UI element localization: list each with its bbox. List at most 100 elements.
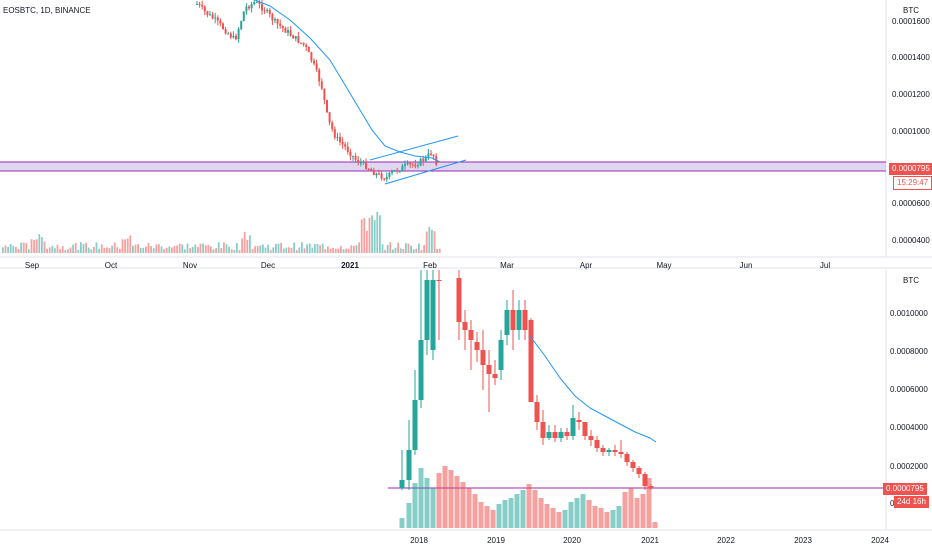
top-candle-body	[367, 168, 370, 170]
top-candle-body	[357, 159, 360, 163]
top-volume-bars	[2, 211, 441, 253]
top-month-label: May	[656, 261, 671, 270]
top-candle-body	[354, 156, 357, 160]
bottom-candle-body	[462, 322, 468, 330]
top-volume-bar	[389, 242, 392, 253]
top-volume-bar	[262, 244, 264, 253]
top-candle-body	[339, 137, 341, 142]
top-volume-bar	[220, 248, 223, 253]
bottom-last-price-badge: 0.0000795	[883, 483, 927, 495]
top-volume-bar	[321, 243, 324, 253]
top-volume-bar	[106, 247, 108, 253]
top-volume-bar	[35, 239, 38, 253]
top-candle-body	[232, 35, 235, 38]
top-volume-bar	[342, 249, 345, 253]
top-volume-bar	[212, 249, 215, 253]
top-volume-bar	[405, 243, 407, 253]
top-volume-bar	[48, 247, 51, 253]
bottom-candle-body	[412, 400, 418, 450]
bottom-volume-bars	[399, 466, 658, 528]
bottom-volume-bar	[628, 488, 634, 528]
bottom-price-tick: 0.0006000	[890, 385, 928, 394]
top-volume-bar	[163, 249, 165, 253]
top-volume-bar	[334, 248, 337, 253]
top-candle-body	[284, 28, 287, 33]
top-candle-body	[224, 29, 227, 34]
bottom-volume-bar	[418, 468, 424, 528]
top-volume-bar	[158, 244, 160, 253]
top-price-scale[interactable]: 0.0001600 0.0001400 0.0001200 0.0001000 0.00…	[892, 17, 930, 245]
top-volume-bar	[368, 217, 371, 253]
top-volume-bar	[129, 235, 132, 253]
top-volume-bar	[59, 249, 61, 253]
top-volume-bar	[301, 242, 303, 253]
bottom-candle-body	[498, 340, 504, 370]
top-candle-body	[294, 36, 297, 39]
top-candle-body	[336, 137, 339, 139]
top-volume-bar	[199, 243, 202, 253]
top-candle-body	[328, 112, 331, 123]
top-volume-bar	[324, 249, 327, 253]
top-volume-bar	[350, 245, 353, 253]
bottom-candle-body	[504, 310, 510, 335]
top-volume-bar	[142, 247, 145, 253]
top-volume-bar	[119, 248, 121, 253]
bottom-volume-bar	[514, 494, 520, 528]
top-candle-body	[331, 122, 334, 130]
top-volume-bar	[288, 247, 290, 253]
bottom-price-scale[interactable]: 0.0010000 0.0008000 0.0006000 0.0004000 0.00…	[890, 309, 928, 508]
bottom-currency-unit: BTC	[903, 276, 919, 285]
top-volume-bar	[38, 234, 41, 253]
bottom-volume-bar	[634, 498, 640, 528]
top-candle-body	[300, 42, 302, 44]
top-volume-bar	[181, 244, 184, 253]
bottom-year-label: 2020	[563, 536, 581, 545]
top-candle-body	[349, 151, 352, 157]
top-volume-bar	[366, 230, 368, 253]
top-candle-body	[378, 173, 380, 175]
top-time-scale[interactable]: Sep Oct Nov Dec 2021 Feb Mar Apr May Jun Jul	[25, 261, 830, 270]
top-candle-body	[297, 36, 300, 43]
top-volume-bar	[139, 247, 142, 253]
top-volume-bar	[280, 242, 282, 253]
bottom-candle-body	[576, 420, 582, 422]
top-candle-body	[211, 14, 214, 19]
top-candle-body	[206, 11, 209, 15]
top-volume-bar	[353, 245, 355, 253]
top-volume-bar	[236, 243, 238, 253]
top-volume-bar	[126, 238, 129, 253]
top-volume-bar	[267, 244, 269, 253]
bottom-volume-bar	[592, 506, 598, 528]
top-volume-bar	[90, 249, 93, 253]
top-volume-bar	[41, 237, 43, 253]
top-price-tick: 0.0001000	[892, 127, 930, 136]
bottom-candle-body	[510, 310, 516, 330]
top-candle-body	[419, 158, 422, 166]
bottom-volume-bar	[508, 498, 514, 528]
bottom-volume-bar	[544, 504, 550, 528]
top-price-tick: 0.0001600	[892, 17, 930, 26]
top-volume-bar	[171, 247, 173, 253]
top-candle-body	[237, 29, 240, 40]
top-volume-bar	[184, 249, 186, 253]
bottom-time-scale[interactable]: 2018 2019 2020 2021 2022 2023 2024	[410, 536, 889, 545]
top-candle-body	[372, 170, 375, 175]
bottom-volume-bar	[436, 473, 442, 528]
bottom-candle-body	[492, 374, 498, 378]
bottom-volume-bar	[460, 482, 466, 528]
bottom-volume-bar	[466, 488, 472, 528]
top-volume-bar	[100, 244, 103, 253]
bottom-year-label: 2018	[410, 536, 428, 545]
top-candle-body	[422, 158, 425, 162]
top-candle-body	[198, 3, 201, 6]
bottom-volume-bar	[520, 490, 526, 528]
bottom-candle-body	[424, 280, 430, 340]
top-volume-bar	[72, 244, 74, 253]
bottom-volume-bar	[532, 490, 538, 528]
bottom-candle-body	[558, 432, 564, 438]
top-volume-bar	[340, 246, 342, 253]
top-volume-bar	[425, 231, 428, 253]
top-volume-bar	[363, 218, 366, 253]
top-candle-body	[255, 1, 258, 3]
